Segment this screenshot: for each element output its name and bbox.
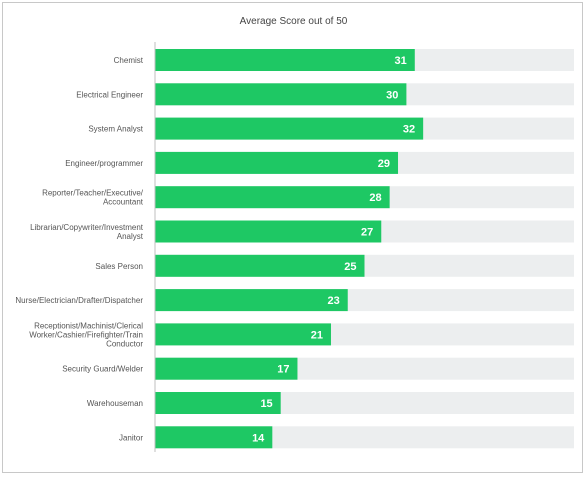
- category-label: Nurse/Electrician/Drafter/Dispatcher: [15, 296, 143, 305]
- bar-value-label: 28: [369, 192, 381, 204]
- category-label: Sales Person: [95, 262, 143, 271]
- bar-value-label: 29: [378, 158, 390, 170]
- bar: [155, 289, 348, 312]
- bar-value-label: 15: [260, 398, 272, 410]
- bar-value-label: 21: [311, 329, 323, 341]
- chart-title: Average Score out of 50: [239, 16, 348, 27]
- bar-value-label: 23: [327, 295, 339, 307]
- category-label: Electrical Engineer: [76, 90, 143, 99]
- bar: [155, 186, 390, 209]
- bar: [155, 254, 365, 277]
- category-label: Engineer/programmer: [65, 159, 143, 168]
- bar-value-label: 32: [403, 124, 415, 136]
- category-label: Reporter/Teacher/Executive/Accountant: [42, 189, 144, 207]
- bar-value-label: 17: [277, 364, 289, 376]
- bar: [155, 357, 298, 380]
- category-label: System Analyst: [88, 125, 143, 134]
- bar: [155, 323, 331, 346]
- bar: [155, 83, 407, 106]
- category-label: Librarian/Copywriter/Investment Analyst: [30, 223, 144, 241]
- bar: [155, 151, 399, 174]
- category-label: Chemist: [114, 56, 144, 65]
- bar-value-label: 30: [386, 89, 398, 101]
- category-label: Security Guard/Welder: [62, 365, 143, 374]
- bar: [155, 426, 273, 449]
- category-label: Warehouseman: [87, 399, 143, 408]
- bar: [155, 117, 424, 140]
- bar-value-label: 14: [252, 432, 265, 444]
- bar-value-label: 25: [344, 261, 356, 273]
- bar-value-label: 31: [395, 55, 407, 67]
- bar: [155, 220, 382, 243]
- bar-value-label: 27: [361, 227, 373, 239]
- category-label: Janitor: [119, 433, 143, 442]
- category-label: Receptionist/Machinist/Clerical Worker/Ca…: [29, 321, 143, 348]
- bar: [155, 49, 415, 71]
- bar: [155, 392, 281, 414]
